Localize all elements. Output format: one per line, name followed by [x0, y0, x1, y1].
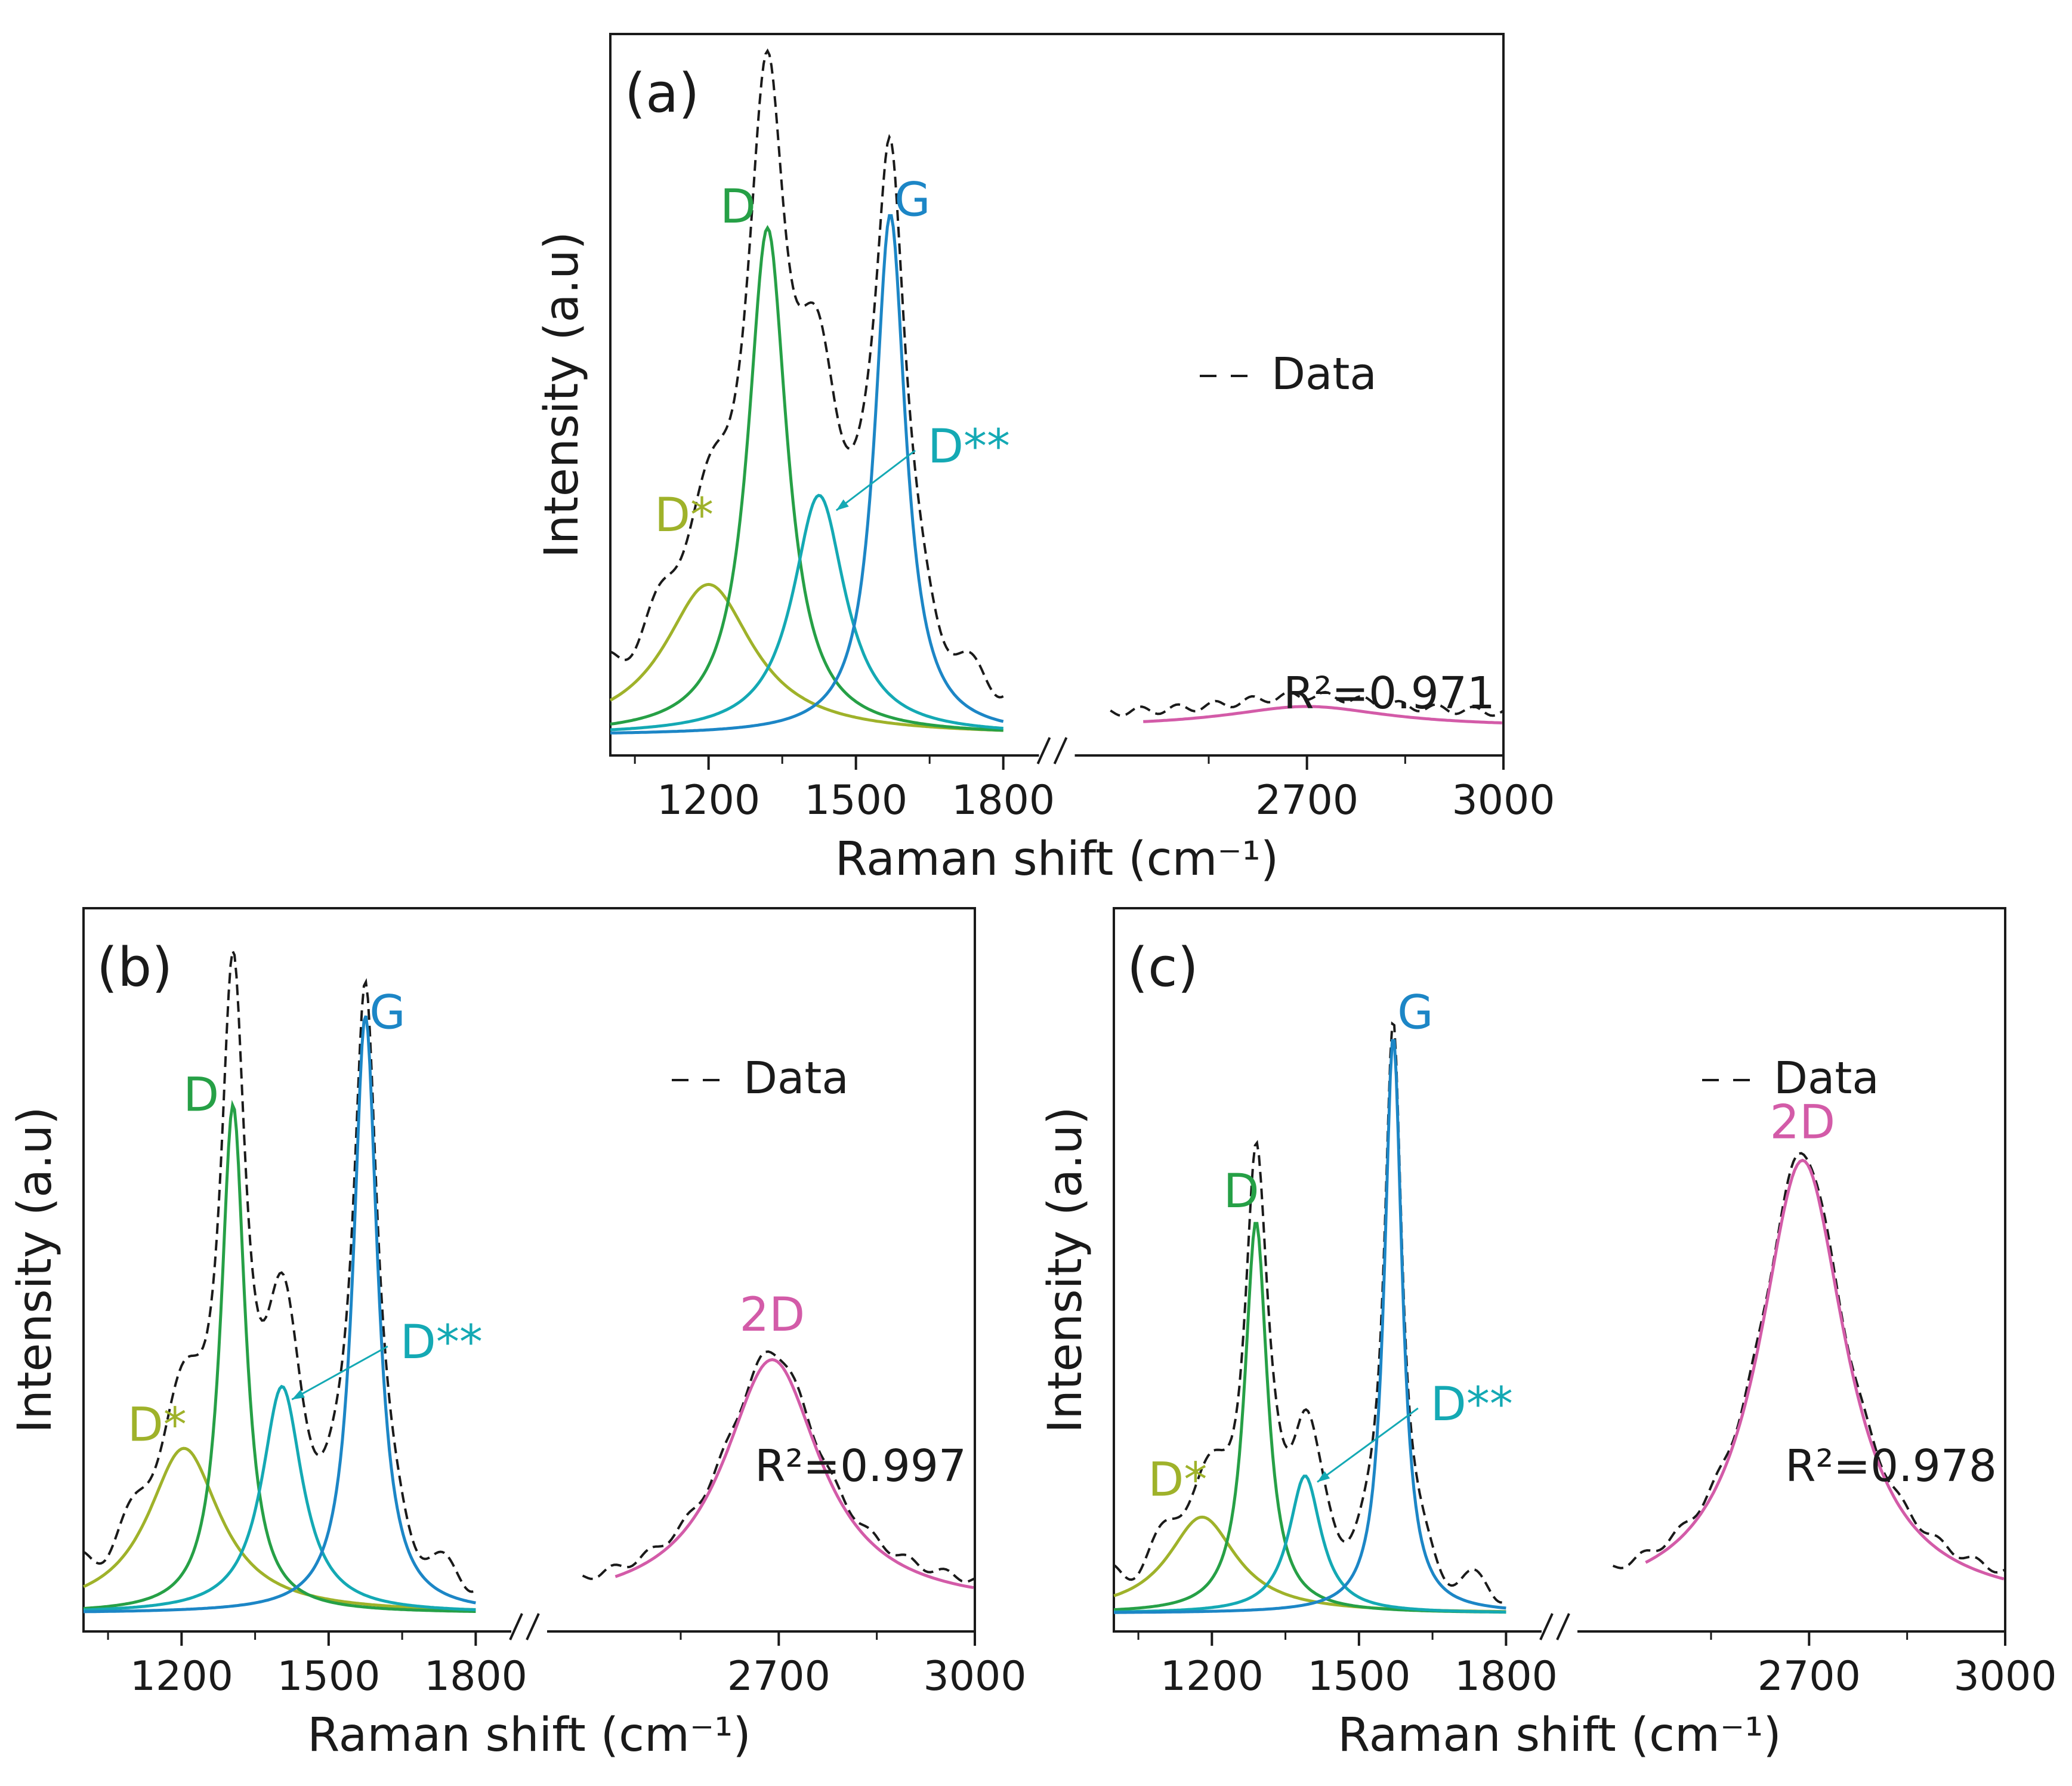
peak-curve-Dss [83, 1384, 476, 1612]
panel-b: 1200 1500 1800 2700 3000 D* D D** G 2D (b) Data R²=0… [8, 907, 1027, 1762]
peak-label-D: D [720, 180, 756, 234]
x-tick-label: 2700 [1758, 1653, 1861, 1700]
peak-label-Ds: D* [1148, 1454, 1207, 1507]
x-tick-label: 1200 [1160, 1653, 1264, 1700]
D**-arrow [291, 1345, 388, 1401]
axis-break-mark [1036, 737, 1051, 764]
x-tick-label: 1800 [424, 1653, 527, 1700]
peak-curve-2D [1645, 1158, 2005, 1581]
peak-curve-D [83, 1100, 476, 1613]
y-axis-title: Intensity (a.u) [535, 232, 589, 558]
x-tick-label: 3000 [1452, 777, 1555, 824]
x-tick-label: 2700 [727, 1653, 830, 1700]
peak-curve-G [84, 1015, 476, 1614]
data-curve [610, 48, 1004, 699]
D**-arrow [835, 449, 916, 511]
r-squared: R²=0.971 [1283, 668, 1495, 719]
x-axis-title: Raman shift (cm⁻¹) [1338, 1708, 1781, 1762]
y-axis-title: Intensity (a.u) [1039, 1106, 1092, 1433]
x-tick-label: 1500 [804, 777, 907, 824]
peak-curve-Ds [609, 582, 1003, 732]
x-tick-label: 1200 [657, 777, 760, 824]
x-tick-label: 1200 [130, 1653, 233, 1700]
peak-curve-Ds [1113, 1515, 1506, 1614]
data-curve [1110, 690, 1505, 717]
x-tick-label: 3000 [923, 1653, 1026, 1700]
peak-label-2D: 2D [740, 1288, 805, 1342]
D**-arrow-head [836, 499, 849, 511]
x-tick-label: 1500 [277, 1653, 380, 1700]
peak-curve-D [610, 224, 1003, 732]
peak-curve-Ds [82, 1446, 476, 1611]
peak-label-Dss: D** [400, 1316, 483, 1369]
plot-frame [82, 907, 976, 1633]
peak-label-D: D [183, 1069, 219, 1122]
data-curve [1113, 1021, 1507, 1604]
peak-label-Ds: D* [654, 489, 714, 542]
legend-label: Data [1271, 348, 1377, 400]
x-tick-label: 3000 [1953, 1653, 2056, 1700]
legend-label: Data [743, 1053, 849, 1104]
peak-label-D: D [1224, 1165, 1259, 1219]
peak-label-2D: 2D [1770, 1096, 1836, 1150]
axis-break-mark [509, 1613, 523, 1640]
peak-curve-2D [615, 1358, 974, 1590]
axis-break-mark [526, 1613, 540, 1640]
panel-a: 1200 1500 1800 2700 3000 D* D D** G (a) Data R²=0.9… [535, 33, 1555, 886]
data-curve [82, 946, 477, 1593]
r-squared: R²=0.997 [755, 1440, 966, 1492]
x-axis-title: Raman shift (cm⁻¹) [835, 832, 1279, 886]
D**-arrow [1317, 1407, 1419, 1483]
panel-letter: (b) [97, 936, 172, 999]
r-squared: R²=0.978 [1785, 1440, 1997, 1492]
axis-break-mark [1053, 737, 1068, 764]
x-tick-label: 1800 [952, 777, 1055, 824]
peak-curve-G [1114, 1039, 1506, 1614]
peak-label-Dss: D** [1431, 1378, 1513, 1432]
D**-arrow-head [292, 1389, 305, 1400]
peak-label-Dss: D** [928, 420, 1010, 474]
panel-letter: (c) [1127, 936, 1199, 999]
D**-arrow-head [1317, 1471, 1330, 1482]
panel-c: 1200 1500 1800 2700 3000 D* D D** G 2D (c) Data R²=0… [1039, 907, 2057, 1762]
x-tick-label: 2700 [1255, 777, 1358, 824]
x-tick-label: 1500 [1307, 1653, 1410, 1700]
peak-curve-Dss [610, 493, 1003, 732]
peak-curve-G [610, 214, 1004, 735]
axis-break-mark [1556, 1613, 1570, 1640]
panel-letter: (a) [625, 62, 699, 125]
x-axis-title: Raman shift (cm⁻¹) [307, 1708, 751, 1762]
peak-label-G: G [369, 986, 405, 1039]
peak-curve-2D [1143, 705, 1502, 724]
y-axis-title: Intensity (a.u) [8, 1106, 62, 1433]
peak-label-G: G [894, 173, 930, 227]
axis-break-mark [1539, 1613, 1554, 1640]
peak-label-Ds: D* [128, 1398, 187, 1452]
legend-label: Data [1774, 1053, 1879, 1104]
peak-label-G: G [1397, 986, 1433, 1039]
data-curve [1612, 1152, 2006, 1574]
peak-curve-Dss [1114, 1475, 1506, 1614]
x-tick-label: 1800 [1455, 1653, 1558, 1700]
